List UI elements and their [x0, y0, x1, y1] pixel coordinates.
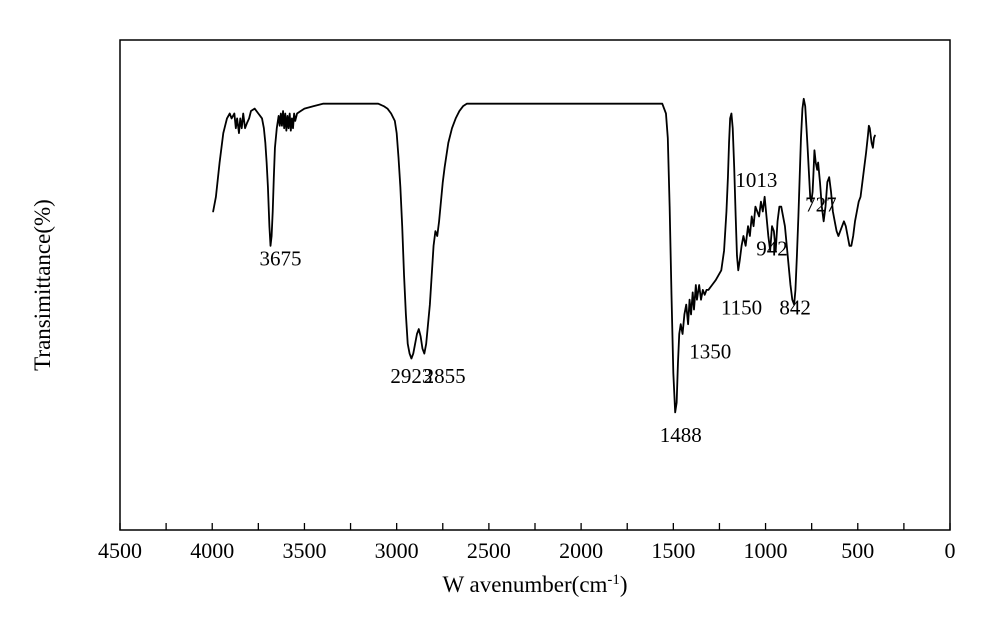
xtick-label: 4500: [98, 538, 142, 563]
peak-label: 1350: [689, 340, 731, 364]
peak-label: 1013: [735, 168, 777, 192]
xtick-label: 3000: [375, 538, 419, 563]
xtick-label: 2500: [467, 538, 511, 563]
peak-label: 842: [779, 295, 811, 319]
peak-label: 727: [805, 193, 837, 217]
peak-label: 2855: [424, 364, 466, 388]
peak-label: 1488: [660, 423, 702, 447]
peak-label: 3675: [259, 246, 301, 270]
peak-label: 942: [756, 237, 788, 261]
xtick-label: 500: [841, 538, 874, 563]
xtick-label: 1500: [651, 538, 695, 563]
xtick-label: 2000: [559, 538, 603, 563]
x-axis-label: W avenumber(cm-1): [442, 572, 627, 597]
ir-spectrum-chart: 4500 4000 3500 3000 2500 2000 1500 1000 500 0 W av…: [0, 0, 1000, 628]
peak-label: 1150: [721, 295, 762, 319]
xtick-label: 1000: [744, 538, 788, 563]
xtick-label: 0: [945, 538, 956, 563]
y-axis-label: Transimittance(%): [30, 199, 55, 371]
xtick-label: 4000: [190, 538, 234, 563]
xtick-label: 3500: [282, 538, 326, 563]
